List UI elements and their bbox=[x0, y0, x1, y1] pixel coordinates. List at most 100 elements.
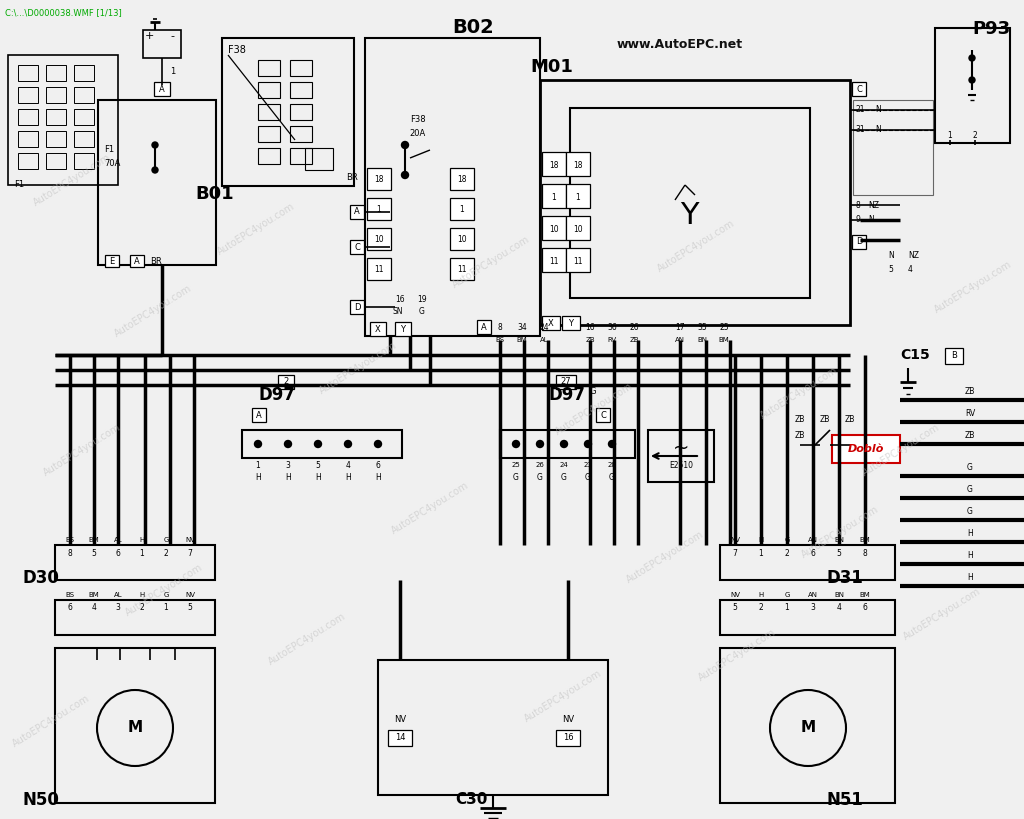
Text: AN: AN bbox=[675, 337, 685, 343]
Bar bbox=[55, 545, 215, 580]
Bar bbox=[542, 316, 560, 330]
Text: 10: 10 bbox=[374, 236, 384, 245]
Text: 31: 31 bbox=[855, 125, 864, 134]
Text: 5: 5 bbox=[187, 604, 193, 613]
Bar bbox=[370, 322, 386, 336]
Bar bbox=[258, 126, 280, 142]
Text: F38: F38 bbox=[228, 45, 246, 55]
Bar bbox=[305, 148, 333, 170]
Bar bbox=[74, 153, 94, 169]
Text: ZB: ZB bbox=[629, 337, 639, 343]
Bar bbox=[74, 109, 94, 125]
Bar bbox=[542, 248, 566, 272]
Text: H: H bbox=[139, 537, 144, 543]
Text: 20A: 20A bbox=[410, 129, 426, 138]
Text: M: M bbox=[127, 721, 142, 735]
Text: B: B bbox=[951, 351, 957, 360]
Text: 2: 2 bbox=[784, 549, 790, 558]
Text: AutoEPC4you.com: AutoEPC4you.com bbox=[451, 234, 532, 290]
Bar bbox=[290, 126, 312, 142]
Text: F38: F38 bbox=[411, 115, 426, 124]
Bar bbox=[252, 408, 266, 422]
Text: 8: 8 bbox=[862, 549, 867, 558]
Text: 2: 2 bbox=[139, 604, 144, 613]
Bar bbox=[500, 430, 635, 458]
Bar bbox=[395, 322, 411, 336]
Bar bbox=[74, 65, 94, 81]
Text: BN: BN bbox=[697, 337, 707, 343]
Text: 25: 25 bbox=[512, 462, 520, 468]
Text: B01: B01 bbox=[195, 185, 233, 203]
Text: 4: 4 bbox=[837, 604, 842, 613]
Text: G: G bbox=[163, 537, 169, 543]
Text: D31: D31 bbox=[826, 569, 863, 587]
Text: NZ: NZ bbox=[908, 251, 919, 260]
Circle shape bbox=[314, 441, 322, 447]
Circle shape bbox=[537, 441, 544, 447]
Bar bbox=[290, 104, 312, 120]
Text: 1: 1 bbox=[139, 549, 144, 558]
Text: 8: 8 bbox=[498, 324, 503, 333]
Text: H: H bbox=[967, 573, 973, 582]
Bar bbox=[154, 82, 170, 96]
Circle shape bbox=[608, 441, 615, 447]
Bar bbox=[74, 87, 94, 103]
Bar bbox=[450, 228, 474, 250]
Bar bbox=[596, 408, 610, 422]
Text: 24: 24 bbox=[540, 324, 549, 333]
Text: H: H bbox=[255, 473, 261, 482]
Text: 7: 7 bbox=[732, 549, 737, 558]
Text: G: G bbox=[590, 387, 597, 396]
Text: NV: NV bbox=[562, 716, 574, 725]
Bar bbox=[258, 60, 280, 76]
Circle shape bbox=[512, 441, 519, 447]
Text: 5: 5 bbox=[837, 549, 842, 558]
Text: 14: 14 bbox=[394, 734, 406, 743]
Text: AutoEPC4you.com: AutoEPC4you.com bbox=[215, 201, 297, 257]
Text: AutoEPC4you.com: AutoEPC4you.com bbox=[655, 218, 737, 274]
Text: 1: 1 bbox=[170, 67, 175, 76]
Circle shape bbox=[152, 142, 158, 148]
Text: A: A bbox=[481, 323, 486, 332]
Text: G: G bbox=[609, 473, 615, 482]
Bar bbox=[350, 205, 364, 219]
Bar bbox=[105, 255, 119, 267]
Bar bbox=[46, 65, 66, 81]
Text: B02: B02 bbox=[452, 18, 494, 37]
Bar bbox=[18, 65, 38, 81]
Text: 4: 4 bbox=[908, 265, 912, 274]
Text: AutoEPC4you.com: AutoEPC4you.com bbox=[522, 668, 604, 724]
Bar bbox=[542, 184, 566, 208]
Text: N: N bbox=[874, 125, 881, 134]
Text: 23: 23 bbox=[584, 462, 593, 468]
Bar bbox=[18, 131, 38, 147]
Bar bbox=[556, 375, 575, 389]
Bar bbox=[570, 108, 810, 298]
Text: 16: 16 bbox=[562, 734, 573, 743]
Bar bbox=[388, 730, 412, 746]
Bar bbox=[18, 109, 38, 125]
Text: 18: 18 bbox=[374, 175, 384, 184]
Text: AutoEPC4you.com: AutoEPC4you.com bbox=[860, 423, 942, 478]
Bar bbox=[367, 168, 391, 190]
Text: RV: RV bbox=[607, 337, 616, 343]
Text: 6: 6 bbox=[376, 460, 381, 469]
Bar bbox=[852, 235, 866, 249]
Text: G: G bbox=[513, 473, 519, 482]
Text: H: H bbox=[375, 473, 381, 482]
Circle shape bbox=[969, 55, 975, 61]
Text: 7: 7 bbox=[187, 549, 193, 558]
Text: BR: BR bbox=[346, 174, 358, 183]
Bar bbox=[566, 216, 590, 240]
Text: AutoEPC4you.com: AutoEPC4you.com bbox=[758, 365, 840, 421]
Text: 26: 26 bbox=[536, 462, 545, 468]
Text: ZB: ZB bbox=[795, 415, 805, 424]
Text: 24: 24 bbox=[560, 462, 568, 468]
Text: 1: 1 bbox=[759, 549, 763, 558]
Text: BS: BS bbox=[66, 537, 75, 543]
Text: AutoEPC4you.com: AutoEPC4you.com bbox=[41, 423, 123, 478]
Text: AutoEPC4you.com: AutoEPC4you.com bbox=[123, 562, 205, 618]
Text: AutoEPC4you.com: AutoEPC4you.com bbox=[317, 341, 399, 396]
Text: ZB: ZB bbox=[965, 387, 975, 396]
Bar bbox=[143, 30, 181, 58]
